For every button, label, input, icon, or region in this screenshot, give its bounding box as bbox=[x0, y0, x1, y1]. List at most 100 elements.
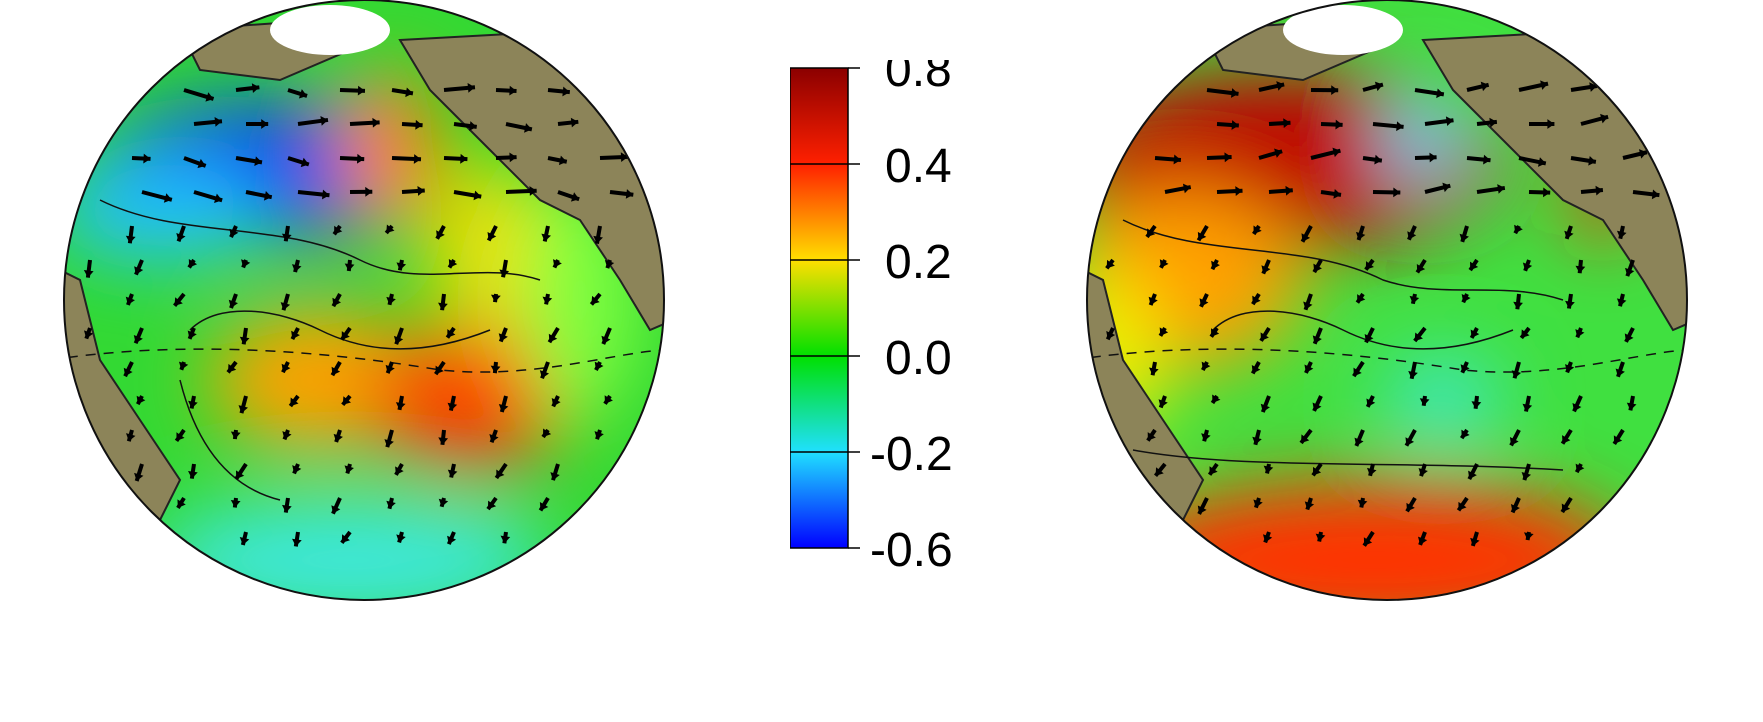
wind-vector-arrow bbox=[1372, 187, 1401, 198]
wind-vector-arrow bbox=[505, 122, 533, 133]
wind-vector-arrow bbox=[498, 395, 509, 413]
wind-vector-arrow bbox=[1580, 113, 1609, 126]
wind-vector-arrow bbox=[401, 186, 425, 196]
wind-vector-arrow bbox=[1580, 185, 1604, 196]
wind-vector-arrow bbox=[188, 395, 198, 409]
wind-vector-arrow bbox=[1362, 81, 1384, 92]
wind-vector-arrow bbox=[173, 292, 186, 308]
wind-vector-arrow bbox=[1476, 117, 1498, 128]
wind-vector-arrow bbox=[126, 429, 136, 442]
wind-vector-arrow bbox=[486, 496, 498, 511]
wind-vector-arrow bbox=[1362, 154, 1383, 165]
wind-vector-arrow bbox=[500, 531, 511, 544]
wind-vector-arrow bbox=[1467, 463, 1479, 481]
wind-vector-arrow bbox=[1263, 463, 1274, 474]
wind-vector-arrow bbox=[438, 429, 449, 446]
wind-vector-arrow bbox=[1560, 428, 1573, 445]
globe-outline bbox=[1086, 0, 1688, 601]
wind-vector-arrow bbox=[125, 293, 135, 306]
wind-vector-arrow bbox=[281, 497, 292, 513]
wind-vector-arrow bbox=[1468, 258, 1479, 272]
wind-vector-arrow bbox=[589, 292, 602, 306]
wind-vector-arrow bbox=[187, 258, 198, 269]
wind-vector-arrow bbox=[1268, 185, 1293, 196]
wind-vector-arrow bbox=[542, 293, 553, 305]
wind-vector-arrow bbox=[230, 497, 241, 508]
wind-vector-arrow bbox=[1414, 88, 1445, 99]
wind-vector-arrow bbox=[1519, 326, 1531, 340]
wind-vector-arrow bbox=[384, 429, 394, 448]
wind-vector-arrow bbox=[1355, 292, 1366, 304]
wind-vector-arrow bbox=[282, 429, 292, 441]
wind-vector-arrow bbox=[123, 361, 134, 378]
wind-vector-arrow bbox=[193, 117, 223, 127]
wind-vector-arrow bbox=[1357, 497, 1368, 508]
wind-vector-arrow bbox=[134, 463, 144, 482]
tick-label-minus-0.6: -0.6 bbox=[870, 524, 953, 577]
left-globe-map bbox=[63, 0, 665, 601]
wind-vector-arrow bbox=[1470, 531, 1480, 547]
wind-vector-arrow bbox=[1471, 395, 1482, 409]
wind-vector-arrow bbox=[1105, 258, 1115, 270]
tick-label-0.4: 0.4 bbox=[885, 140, 952, 193]
wind-vector-arrow bbox=[547, 326, 560, 344]
wind-vector-arrow bbox=[1206, 88, 1239, 98]
wind-vector-arrow bbox=[593, 225, 603, 244]
wind-vector-arrow bbox=[1153, 462, 1167, 478]
wind-vector-arrow bbox=[547, 155, 568, 166]
wind-vector-arrow bbox=[539, 361, 550, 380]
wind-vector-arrow bbox=[291, 259, 302, 273]
wind-vector-arrow bbox=[1252, 224, 1262, 236]
wind-vector-arrow bbox=[550, 463, 560, 481]
wind-vector-arrow bbox=[1258, 81, 1285, 92]
colorbar: 0.8 0.4 0.2 0.0 -0.2 -0.6 bbox=[790, 60, 953, 577]
wind-vector-arrow bbox=[239, 531, 250, 546]
wind-vector-arrow bbox=[234, 462, 248, 480]
wind-vector-arrow bbox=[1407, 225, 1417, 241]
wind-vector-arrow bbox=[1626, 395, 1637, 411]
wind-vector-arrow bbox=[1408, 361, 1418, 380]
wind-vector-arrow bbox=[1250, 361, 1261, 375]
wind-vector-arrow bbox=[1625, 259, 1635, 277]
wind-vector-arrow bbox=[1311, 462, 1323, 477]
wind-vector-arrow bbox=[1300, 225, 1313, 243]
wind-vector-arrow bbox=[1320, 189, 1342, 199]
wind-vector-arrow bbox=[183, 88, 215, 102]
wind-vector-arrow bbox=[435, 225, 446, 240]
wind-vector-arrow bbox=[490, 361, 501, 374]
wind-vector-arrow bbox=[1366, 463, 1377, 477]
wind-vector-arrow bbox=[1572, 395, 1583, 413]
wind-vector-arrow bbox=[1466, 154, 1491, 165]
wind-vector-arrow bbox=[1252, 429, 1262, 446]
contour-lines bbox=[1087, 219, 1687, 471]
wind-vector-arrow bbox=[1209, 326, 1220, 338]
wind-vector-arrow bbox=[1199, 293, 1209, 308]
wind-vectors bbox=[83, 82, 634, 547]
wind-vector-arrow bbox=[391, 87, 414, 98]
wind-vector-arrow bbox=[1509, 429, 1521, 447]
wind-vector-arrow bbox=[486, 225, 498, 242]
wind-vector-arrow bbox=[1149, 361, 1159, 376]
wind-vector-arrow bbox=[391, 154, 422, 164]
wind-vector-arrow bbox=[1622, 149, 1648, 160]
wind-vector-arrow bbox=[1564, 361, 1575, 374]
wind-vector-arrow bbox=[1210, 394, 1221, 405]
wind-vector-arrow bbox=[1145, 224, 1157, 239]
wind-vector-arrow bbox=[385, 361, 395, 374]
wind-vector-arrow bbox=[333, 429, 343, 443]
wind-vector-arrow bbox=[1518, 80, 1549, 92]
wind-vector-arrow bbox=[1210, 259, 1220, 271]
wind-vector-arrow bbox=[1310, 147, 1341, 160]
wind-vector-arrow bbox=[297, 189, 330, 200]
wind-vector-arrow bbox=[1364, 258, 1375, 271]
wind-vector-arrow bbox=[547, 86, 571, 97]
tick-label-0.0: 0.0 bbox=[885, 332, 952, 385]
wind-vector-arrow bbox=[386, 293, 396, 306]
wind-vector-arrow bbox=[1461, 293, 1471, 304]
wind-vector-arrow bbox=[290, 327, 300, 341]
wind-vector-arrow bbox=[1466, 81, 1490, 92]
wind-vector-arrow bbox=[1511, 361, 1522, 379]
wind-vector-arrow bbox=[1624, 327, 1635, 343]
wind-vector-arrow bbox=[1312, 259, 1323, 274]
wind-vector-arrow bbox=[1424, 182, 1451, 194]
